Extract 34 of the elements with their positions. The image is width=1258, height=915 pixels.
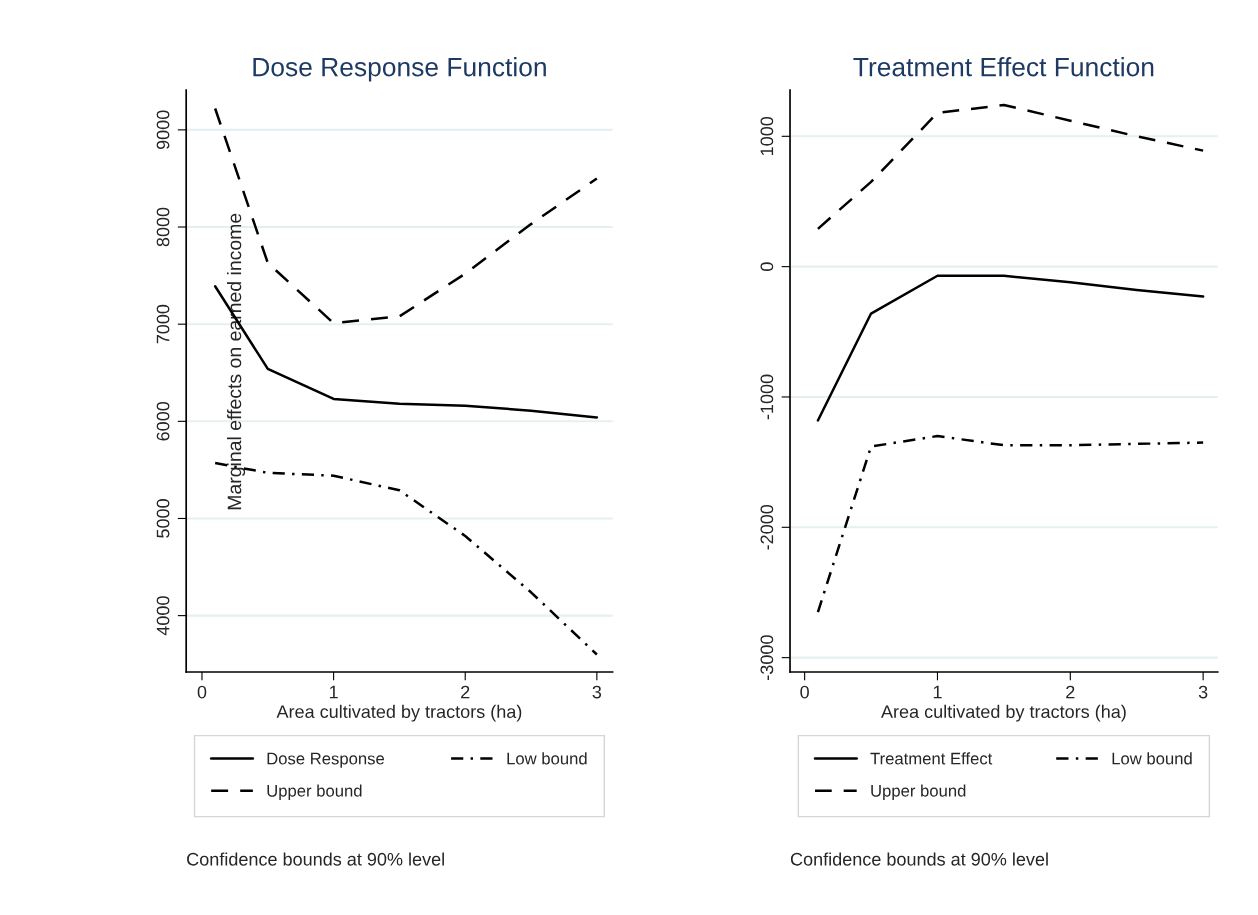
legend-label: Upper bound [871,784,966,800]
line-series [816,103,1205,231]
y-tick-label: 6000 [156,401,170,441]
y-tick-label: 4000 [156,596,170,636]
legend-label: Dose Response [267,752,385,768]
x-axis-title: Area cultivated by tractors (ha) [881,704,1126,722]
line-series [816,434,1205,614]
legend-label: Upper bound [267,784,362,800]
y-tick-label: 7000 [156,304,170,344]
line-series [816,274,1205,422]
x-tick-label: 2 [461,685,470,699]
legend-label: Treatment Effect [870,752,993,765]
text: Confidence bounds at 90% level [187,852,444,866]
y-tick-label: 5000 [156,499,170,538]
chart-title: Treatment Effect Function [853,57,1154,77]
x-tick-label: 0 [800,685,809,699]
y-tick-label: -3000 [760,635,774,680]
legend-label: Low bound [1112,752,1192,765]
x-tick-label: 3 [592,685,602,699]
chart-title: Dose Response Function [253,57,546,82]
x-tick-label: 1 [933,685,942,699]
y-tick-label: -1000 [760,374,774,420]
x-tick-label: 3 [1198,685,1208,699]
y-tick-label: 8000 [156,207,170,247]
x-tick-label: 0 [197,685,207,699]
x-tick-label: 1 [329,685,338,699]
text: Confidence bounds at 90% level [790,852,1048,866]
y-tick-label: 9000 [156,110,170,150]
y-tick-label: 0 [760,262,774,271]
x-tick-label: 2 [1066,685,1075,699]
y-tick-label: -2000 [760,504,774,550]
legend-label: Low bound [507,752,587,765]
y-tick-label: 1000 [760,116,774,156]
x-axis-title: Area cultivated by tractors (ha) [276,704,522,722]
